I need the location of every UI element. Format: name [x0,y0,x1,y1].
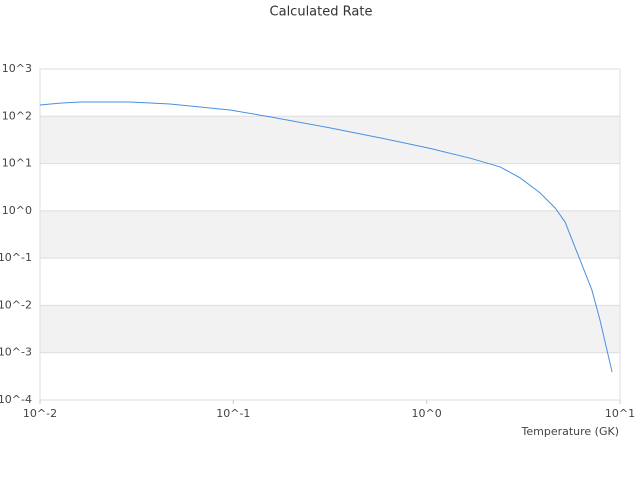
y-tick-label: 10^-3 [0,346,32,359]
y-tick-label: 10^3 [2,62,32,75]
grid-band [40,116,620,164]
x-tick-label: 10^0 [412,407,442,420]
y-tick-label: 10^-2 [0,298,32,311]
y-tick-label: 10^0 [2,204,32,217]
x-axis-label: Temperature (GK) [521,425,620,438]
y-tick-label: 10^1 [2,157,32,170]
grid-band [40,210,620,259]
x-tick-label: 10^-1 [216,407,250,420]
chart-title: Calculated Rate [270,5,373,20]
y-tick-label: 10^-4 [0,393,32,406]
line [39,101,613,373]
x-tick-label: 10^1 [605,407,635,420]
grid-band [40,305,620,353]
x-tick-label: 10^-2 [23,407,57,420]
y-tick-label: 10^-1 [0,251,32,264]
y-tick-label: 10^2 [2,109,32,122]
plot-frame [39,68,621,401]
